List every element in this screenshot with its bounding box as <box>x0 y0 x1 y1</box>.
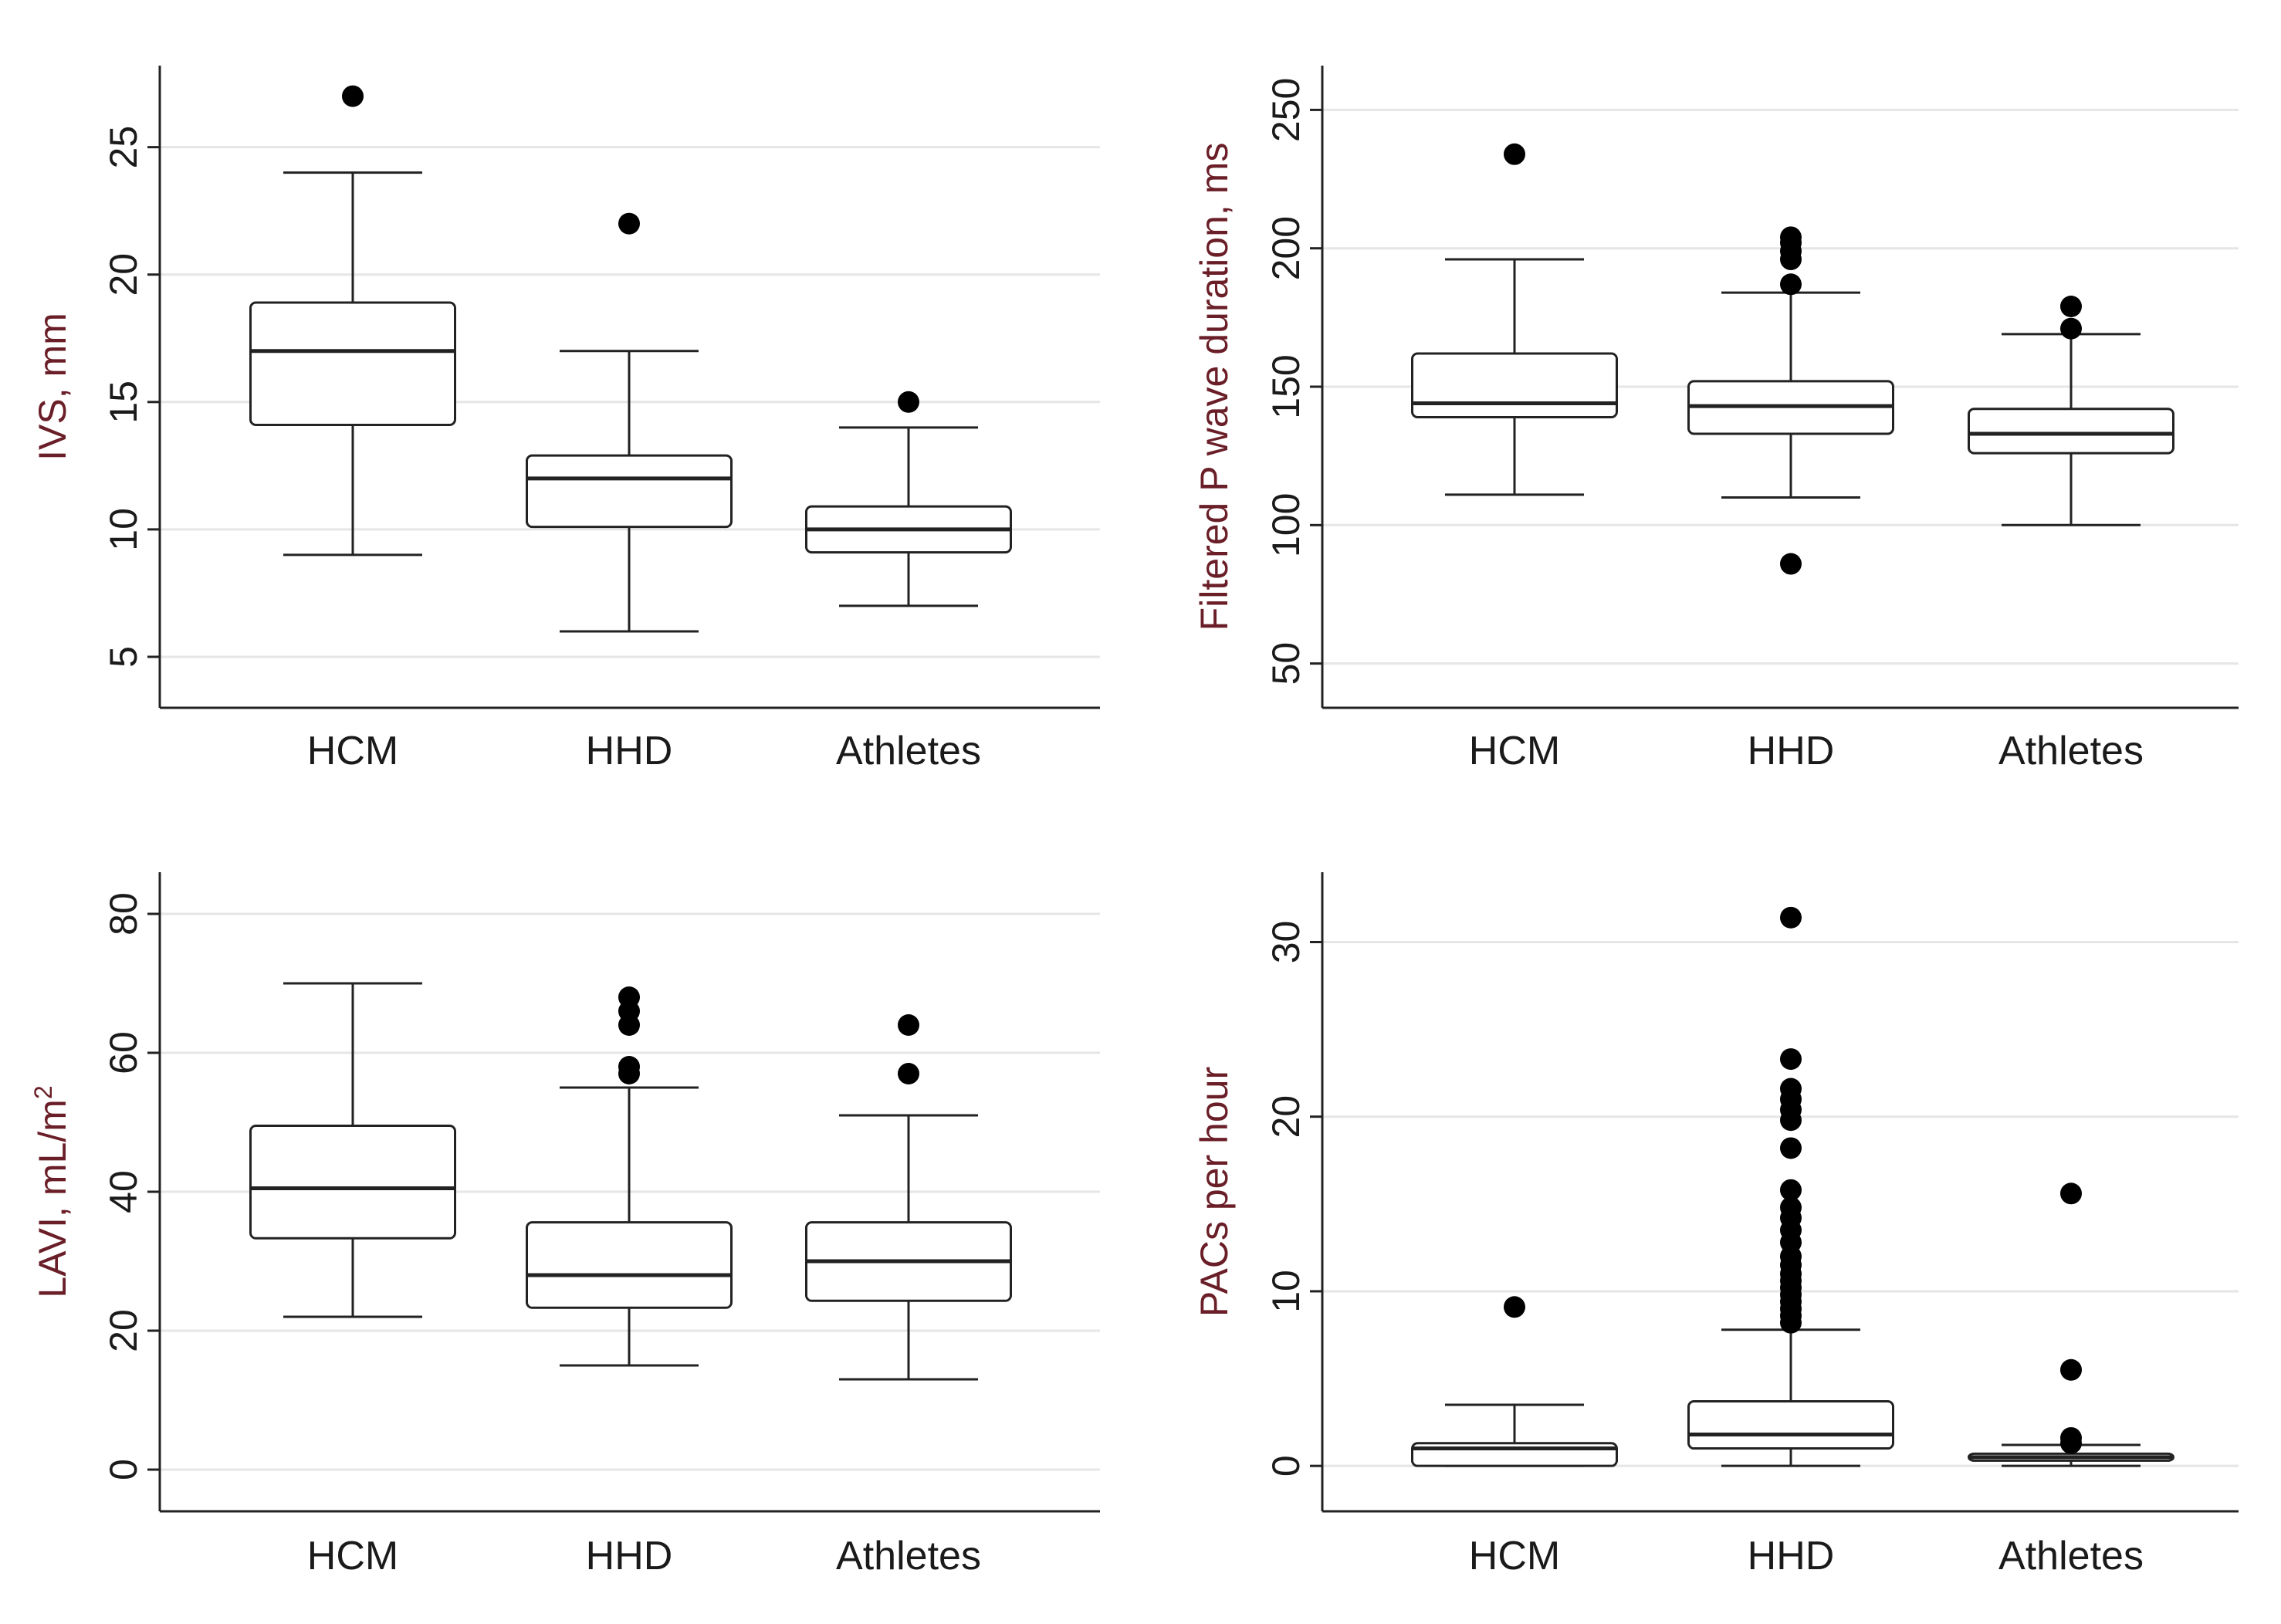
x-category-label: Athletes <box>1998 729 2144 773</box>
y-tick-label: 0 <box>1264 1455 1308 1477</box>
box-group-athletes <box>1968 296 2174 526</box>
outlier-point <box>618 212 640 235</box>
iqr-box <box>526 1221 733 1309</box>
x-category-label: HCM <box>1469 729 1560 773</box>
iqr-box <box>1411 352 1618 418</box>
outlier-point <box>1780 553 1802 575</box>
y-tick-label: 5 <box>102 646 145 668</box>
y-tick-label: 60 <box>102 1031 145 1074</box>
y-axis-title: LAVI, mL/m2 <box>29 1085 74 1298</box>
x-category-label: HCM <box>307 1534 398 1578</box>
outlier-point <box>1780 1078 1802 1100</box>
x-category-label: HHD <box>586 1534 673 1578</box>
outlier-point <box>1780 273 1802 296</box>
y-tick-label: 20 <box>102 253 145 296</box>
outlier-point <box>1780 226 1802 249</box>
outlier-point <box>2060 1182 2082 1205</box>
x-category-label: HCM <box>1469 1534 1560 1578</box>
iqr-box <box>526 454 733 529</box>
y-tick-label: 25 <box>102 126 145 169</box>
box-group-hhd <box>526 986 733 1367</box>
x-category-label: Athletes <box>836 729 981 773</box>
y-tick-label: 20 <box>1264 1095 1308 1138</box>
outlier-point <box>898 391 919 413</box>
pacs-panel: 0 10 20 30 PACs per hour HCM HHD Athletes <box>1193 872 2239 1578</box>
y-axis-title-superscript: 2 <box>29 1085 57 1099</box>
outlier-point <box>2060 1426 2082 1449</box>
outlier-point <box>1780 1179 1802 1201</box>
y-tick-label: 250 <box>1264 78 1308 142</box>
outlier-point <box>618 986 640 1008</box>
lavi-panel: 0 20 40 60 80 LAVI, mL/m2 HCM HHD Athletes <box>29 872 1100 1578</box>
y-tick-label: 100 <box>1264 493 1308 557</box>
outlier-point <box>898 1014 919 1036</box>
box-group-hhd <box>1687 226 1894 575</box>
iqr-box <box>1687 1399 1894 1450</box>
y-axis-title: IVS, mm <box>31 313 74 461</box>
y-tick-label: 50 <box>1264 642 1308 685</box>
outlier-point <box>342 85 364 107</box>
outlier-point <box>898 1063 919 1084</box>
y-axis-title: Filtered P wave duration, ms <box>1193 143 1236 631</box>
y-tick-label: 15 <box>102 381 145 424</box>
x-category-label: Athletes <box>1998 1534 2144 1578</box>
box-group-hhd <box>1687 906 1894 1467</box>
y-tick-label: 0 <box>102 1459 145 1480</box>
y-tick-label: 40 <box>102 1170 145 1213</box>
y-axis-title: PACs per hour <box>1193 1067 1236 1317</box>
outlier-point <box>2060 1358 2082 1381</box>
box-group-hcm <box>249 982 456 1318</box>
outlier-point <box>1504 143 1525 165</box>
y-tick-label: 30 <box>1264 921 1308 964</box>
iqr-box <box>1968 408 2174 455</box>
y-tick-label: 200 <box>1264 216 1308 280</box>
outlier-point <box>1780 1048 1802 1071</box>
p-wave-panel: 50 100 150 200 250 Filtered P wave duration, … <box>1193 66 2239 773</box>
iqr-box <box>249 1125 456 1240</box>
box-group-hcm <box>249 85 456 557</box>
y-tick-label: 20 <box>102 1309 145 1352</box>
x-category-label: HHD <box>1748 1534 1835 1578</box>
box-group-athletes <box>1968 1182 2174 1467</box>
outlier-point <box>1780 906 1802 929</box>
box-group-hcm <box>1411 1296 1618 1467</box>
y-tick-label: 150 <box>1264 354 1308 418</box>
outlier-point <box>1780 1196 1802 1219</box>
outlier-point <box>2060 296 2082 317</box>
x-category-label: HCM <box>307 729 398 773</box>
ivs-panel: 5 10 15 20 25 IVS, mm HCM HHD Athletes <box>31 66 1100 773</box>
outlier-point <box>1780 1137 1802 1159</box>
outlier-point <box>2060 317 2082 340</box>
box-group-athletes <box>805 391 1012 607</box>
y-tick-label: 10 <box>102 508 145 551</box>
y-tick-label: 10 <box>1264 1270 1308 1313</box>
box-group-hhd <box>526 212 733 633</box>
outlier-point <box>618 1056 640 1078</box>
x-category-label: HHD <box>586 729 673 773</box>
x-category-label: Athletes <box>836 1534 981 1578</box>
iqr-box <box>249 301 456 427</box>
box-group-athletes <box>805 1014 1012 1381</box>
y-tick-label: 80 <box>102 892 145 935</box>
outlier-point <box>1504 1296 1525 1318</box>
x-category-label: HHD <box>1748 729 1835 773</box>
box-group-hcm <box>1411 143 1618 496</box>
